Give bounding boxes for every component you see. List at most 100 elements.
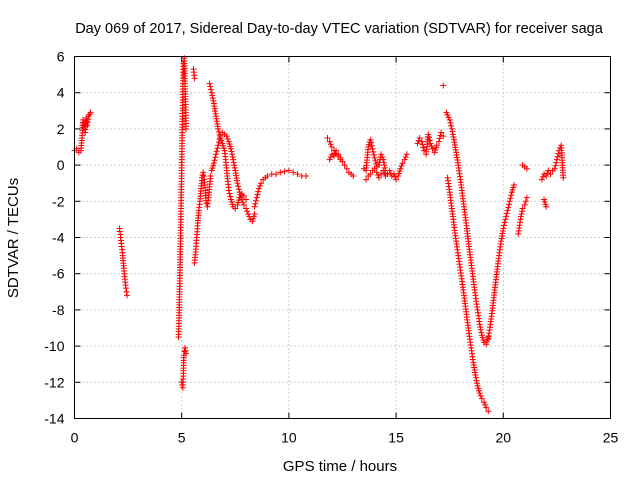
data-point <box>368 142 375 149</box>
data-point <box>212 154 219 161</box>
data-point <box>216 136 223 143</box>
y-tick-label: 0 <box>57 157 65 173</box>
data-point <box>393 176 400 183</box>
data-point <box>337 154 344 161</box>
data-point <box>191 75 198 82</box>
data-point <box>506 198 513 205</box>
y-tick-label: 4 <box>57 85 65 101</box>
data-point <box>477 392 484 399</box>
data-point <box>215 128 222 135</box>
data-point <box>521 201 528 208</box>
data-point <box>273 171 280 178</box>
data-point <box>255 188 262 195</box>
data-point <box>538 176 545 183</box>
data-point <box>371 165 378 172</box>
data-point <box>382 172 389 179</box>
x-tick-label: 15 <box>388 430 404 446</box>
data-point <box>438 129 445 136</box>
data-point <box>251 203 258 210</box>
y-tick-label: -12 <box>44 374 64 390</box>
data-point <box>182 125 189 132</box>
data-point <box>256 182 263 189</box>
data-point <box>181 344 188 351</box>
data-point <box>182 350 189 357</box>
data-point <box>539 173 546 180</box>
data-point <box>373 160 380 167</box>
data-point <box>414 140 421 147</box>
data-point <box>200 169 207 176</box>
data-point <box>254 191 261 198</box>
data-point <box>447 119 454 126</box>
data-point <box>553 156 560 163</box>
data-point <box>209 92 216 99</box>
data-point <box>207 83 214 90</box>
data-point <box>386 167 393 174</box>
data-point <box>397 165 404 172</box>
data-point <box>477 326 484 333</box>
data-point <box>253 194 260 201</box>
data-point <box>440 133 447 140</box>
data-point <box>223 133 230 140</box>
data-point <box>251 210 258 217</box>
data-point <box>230 159 237 166</box>
data-point <box>341 162 348 169</box>
data-point <box>375 162 382 169</box>
data-point <box>335 151 342 158</box>
data-point <box>290 169 297 176</box>
data-point <box>229 153 236 160</box>
data-point <box>350 172 357 179</box>
data-point <box>87 109 94 116</box>
data-point <box>523 194 530 201</box>
data-point <box>229 151 236 158</box>
data-point <box>381 170 388 177</box>
data-point <box>472 372 479 379</box>
data-point <box>519 208 526 215</box>
data-point <box>402 153 409 160</box>
data-point <box>450 134 457 141</box>
data-point <box>503 210 510 217</box>
data-point <box>476 390 483 397</box>
data-point <box>387 170 394 177</box>
data-point <box>522 198 529 205</box>
x-tick-label: 25 <box>603 430 619 446</box>
data-point <box>327 141 334 148</box>
data-point <box>476 321 483 328</box>
data-point <box>379 153 386 160</box>
y-tick-label: 2 <box>57 121 65 137</box>
data-point <box>392 173 399 180</box>
data-point <box>285 167 292 174</box>
data-point <box>371 154 378 161</box>
x-tick-label: 10 <box>281 430 297 446</box>
x-axis-label: GPS time / hours <box>283 458 397 475</box>
data-point <box>258 180 265 187</box>
data-point <box>215 142 222 149</box>
data-point <box>517 216 524 223</box>
data-point <box>367 136 374 143</box>
data-point <box>440 82 447 89</box>
data-point <box>213 148 220 155</box>
data-point <box>481 399 488 406</box>
data-point <box>123 288 130 295</box>
data-point <box>502 216 509 223</box>
data-point <box>472 374 479 381</box>
y-axis-label: SDTVAR / TECUs <box>5 178 22 298</box>
data-point <box>505 204 512 211</box>
data-point <box>418 138 425 145</box>
data-point <box>449 131 456 138</box>
data-point <box>429 145 436 152</box>
data-point <box>208 89 215 96</box>
data-point <box>199 172 206 179</box>
data-point <box>367 171 374 178</box>
data-point <box>500 225 507 232</box>
data-point <box>209 95 216 102</box>
data-point <box>238 196 245 203</box>
data-point <box>226 190 233 197</box>
data-point <box>372 157 379 164</box>
grid-lines <box>74 56 611 419</box>
data-point <box>211 157 218 164</box>
data-point <box>217 133 224 140</box>
data-point <box>231 164 238 171</box>
data-point <box>415 137 422 144</box>
data-point <box>235 183 242 190</box>
